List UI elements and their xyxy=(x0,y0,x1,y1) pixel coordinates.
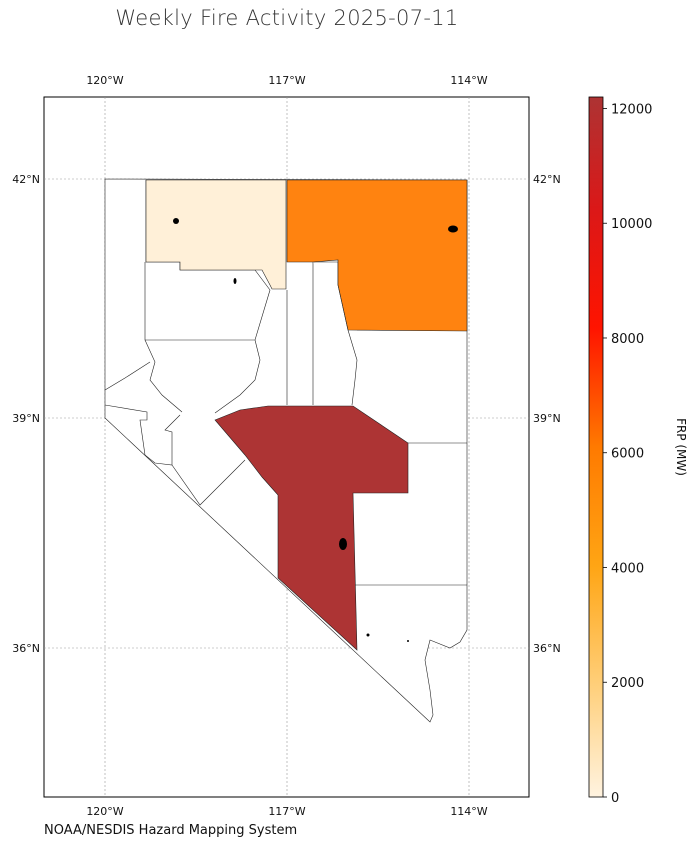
fire-point xyxy=(448,225,458,233)
lon-tick-bottom-120: 120°W xyxy=(86,805,123,818)
fire-point xyxy=(173,218,179,224)
credit-text: NOAA/NESDIS Hazard Mapping System xyxy=(44,823,298,838)
map-title: Weekly Fire Activity 2025-07-11 xyxy=(115,6,459,30)
fire-point xyxy=(233,278,237,284)
lat-tick-left-42: 42°N xyxy=(12,173,40,186)
lat-tick-right-39: 39°N xyxy=(533,412,561,425)
lon-tick-bottom-117: 117°W xyxy=(268,805,305,818)
lat-tick-left-36: 36°N xyxy=(12,642,40,655)
lon-tick-top-120: 120°W xyxy=(86,74,123,87)
colorbar-ticks: 0 2000 4000 6000 8000 10000 12000 xyxy=(603,102,652,806)
lon-tick-top-114: 114°W xyxy=(450,74,487,87)
colorbar-tick-label: 6000 xyxy=(611,447,644,462)
fire-point xyxy=(366,633,370,637)
colorbar-tick-label: 12000 xyxy=(611,102,652,117)
lon-tick-bottom-114: 114°W xyxy=(450,805,487,818)
colorbar-tick-label: 8000 xyxy=(611,332,644,347)
lat-tick-right-36: 36°N xyxy=(533,642,561,655)
colorbar-label: FRP (MW) xyxy=(674,418,688,476)
fire-point xyxy=(407,640,409,642)
fire-points xyxy=(173,218,458,642)
region-elko xyxy=(286,179,468,332)
colorbar-tick-label: 10000 xyxy=(611,217,652,232)
region-humboldt xyxy=(145,179,287,290)
colorbar-tick-label: 4000 xyxy=(611,561,644,576)
region-nye xyxy=(214,405,409,651)
lat-tick-left-39: 39°N xyxy=(12,412,40,425)
lat-tick-right-42: 42°N xyxy=(533,173,561,186)
lon-tick-top-117: 117°W xyxy=(268,74,305,87)
colorbar-tick-label: 0 xyxy=(611,791,619,806)
fire-point xyxy=(339,538,347,550)
colorbar-tick-label: 2000 xyxy=(611,676,644,691)
colorbar xyxy=(588,96,604,798)
